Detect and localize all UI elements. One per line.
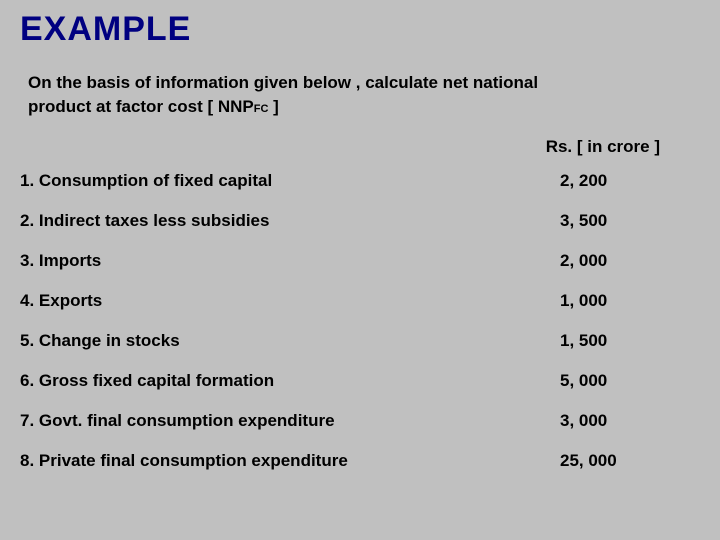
question-prompt: On the basis of information given below …	[28, 71, 700, 119]
column-header: Rs. [ in crore ]	[20, 137, 700, 157]
row-value: 1, 000	[530, 291, 700, 311]
table-row: 2. Indirect taxes less subsidies 3, 500	[20, 211, 700, 231]
row-label: 3. Imports	[20, 251, 530, 271]
row-label: 1. Consumption of fixed capital	[20, 171, 530, 191]
row-value: 3, 000	[530, 411, 700, 431]
slide-title: EXAMPLE	[20, 10, 700, 49]
prompt-text-line2a: product at factor cost [ NNP	[28, 97, 254, 116]
table-row: 8. Private final consumption expenditure…	[20, 451, 700, 471]
row-value: 3, 500	[530, 211, 700, 231]
table-row: 5. Change in stocks 1, 500	[20, 331, 700, 351]
row-value: 2, 200	[530, 171, 700, 191]
row-label: 5. Change in stocks	[20, 331, 530, 351]
row-label: 2. Indirect taxes less subsidies	[20, 211, 530, 231]
prompt-text-line2b: ]	[268, 97, 278, 116]
row-label: 7. Govt. final consumption expenditure	[20, 411, 530, 431]
table-row: 1. Consumption of fixed capital 2, 200	[20, 171, 700, 191]
row-label: 4. Exports	[20, 291, 530, 311]
table-row: 4. Exports 1, 000	[20, 291, 700, 311]
data-table: 1. Consumption of fixed capital 2, 200 2…	[20, 171, 700, 471]
row-value: 2, 000	[530, 251, 700, 271]
table-row: 6. Gross fixed capital formation 5, 000	[20, 371, 700, 391]
table-row: 3. Imports 2, 000	[20, 251, 700, 271]
table-row: 7. Govt. final consumption expenditure 3…	[20, 411, 700, 431]
row-label: 8. Private final consumption expenditure	[20, 451, 530, 471]
prompt-text-line1: On the basis of information given below …	[28, 73, 538, 92]
prompt-subscript: FC	[254, 103, 269, 115]
row-value: 25, 000	[530, 451, 700, 471]
row-label: 6. Gross fixed capital formation	[20, 371, 530, 391]
row-value: 5, 000	[530, 371, 700, 391]
row-value: 1, 500	[530, 331, 700, 351]
